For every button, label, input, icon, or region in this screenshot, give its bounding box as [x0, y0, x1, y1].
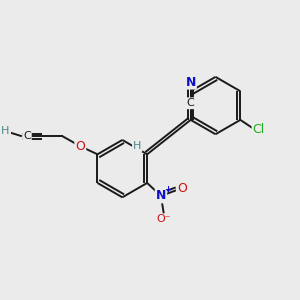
Text: Cl: Cl — [253, 123, 265, 136]
Text: N: N — [185, 76, 196, 88]
Text: C: C — [23, 131, 31, 141]
Text: H: H — [1, 126, 9, 136]
Text: O: O — [75, 140, 85, 153]
Text: +: + — [164, 185, 171, 194]
Text: H: H — [133, 141, 141, 151]
Text: N: N — [156, 189, 166, 203]
Text: O: O — [177, 182, 187, 195]
Text: O⁻: O⁻ — [157, 214, 171, 224]
Text: C: C — [187, 98, 195, 108]
